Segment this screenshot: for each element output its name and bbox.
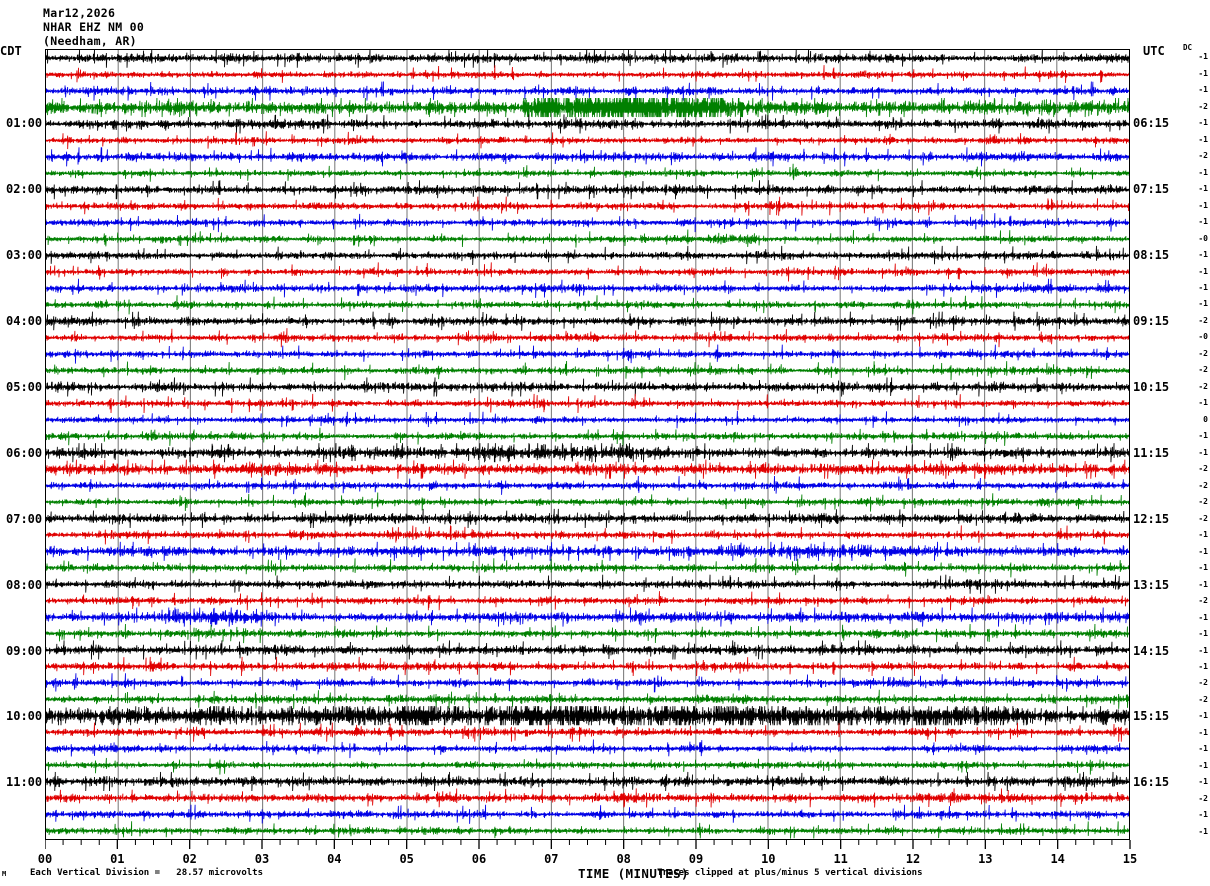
utc-tick-label: 16:15 [1133,775,1169,789]
cdt-tick-label: 01:00 [6,116,42,130]
header-date: Mar12,2026 [43,6,115,20]
cdt-tick-label: 11:00 [6,775,42,789]
dc-offset-label: -1 [1186,250,1208,259]
utc-tick-label: 06:15 [1133,116,1169,130]
utc-tick-label: 12:15 [1133,512,1169,526]
dc-offset-label: -1 [1186,547,1208,556]
dc-offset-label: -0 [1186,234,1208,243]
dc-offset-label: -2 [1186,151,1208,160]
dc-offset-label: -1 [1186,52,1208,61]
x-axis-tick-label: 00 [38,852,52,866]
dc-offset-label: -1 [1186,118,1208,127]
cdt-tick-label: 05:00 [6,380,42,394]
dc-offset-label: -1 [1186,810,1208,819]
header-location: (Needham, AR) [43,34,137,48]
x-axis-tick-label: 08 [616,852,630,866]
cdt-tick-label: 03:00 [6,248,42,262]
cdt-tick-label: 08:00 [6,578,42,592]
dc-offset-label: -2 [1186,794,1208,803]
dc-offset-label: -1 [1186,662,1208,671]
x-axis-tick-label: 15 [1123,852,1137,866]
x-axis-tick-label: 06 [472,852,486,866]
dc-offset-label: -1 [1186,530,1208,539]
dc-offset-label: -1 [1186,744,1208,753]
dc-offset-label: -2 [1186,464,1208,473]
dc-offset-label: -1 [1186,629,1208,638]
x-axis-tick-label: 02 [182,852,196,866]
utc-tick-label: 14:15 [1133,644,1169,658]
dc-offset-label: -1 [1186,431,1208,440]
utc-tick-label: 13:15 [1133,578,1169,592]
dc-offset-label: -2 [1186,316,1208,325]
clip-note: Traces clipped at plus/minus 5 vertical … [657,868,923,878]
dc-offset-label: -2 [1186,365,1208,374]
dc-offset-label: -1 [1186,761,1208,770]
dc-offset-label: -2 [1186,695,1208,704]
cdt-tick-label: 06:00 [6,446,42,460]
dc-offset-label: -1 [1186,283,1208,292]
dc-offset-label: -2 [1186,349,1208,358]
seismic-traces [46,50,1129,839]
scale-note: Each Vertical Division = 28.57 microvolt… [30,868,263,878]
dc-offset-label: -0 [1186,332,1208,341]
cdt-tick-label: 02:00 [6,182,42,196]
cdt-tick-label: 10:00 [6,709,42,723]
dc-offset-label: -2 [1186,514,1208,523]
dc-offset-label: -1 [1186,85,1208,94]
cdt-tick-label: 09:00 [6,644,42,658]
dc-offset-label: -1 [1186,563,1208,572]
dc-offset-label: -1 [1186,580,1208,589]
dc-offset-label: -1 [1186,827,1208,836]
dc-offset-label: -2 [1186,481,1208,490]
left-timezone-label: CDT [0,44,22,58]
dc-offset-label: -1 [1186,201,1208,210]
utc-tick-label: 15:15 [1133,709,1169,723]
x-axis-tick-label: 01 [110,852,124,866]
x-axis-tick-label: 07 [544,852,558,866]
cdt-tick-label: 07:00 [6,512,42,526]
dc-offset-label: -1 [1186,184,1208,193]
dc-offset-label: -1 [1186,168,1208,177]
dc-offset-label: -1 [1186,135,1208,144]
utc-tick-label: 08:15 [1133,248,1169,262]
dc-offset-label: -2 [1186,102,1208,111]
dc-offset-label: -1 [1186,217,1208,226]
dc-offset-label: -1 [1186,448,1208,457]
x-axis-tick-label: 03 [255,852,269,866]
dc-offset-label: -1 [1186,646,1208,655]
x-axis-tick-label: 10 [761,852,775,866]
x-axis-ticks [45,840,1134,852]
x-axis-tick-label: 09 [689,852,703,866]
dc-offset-label: -1 [1186,267,1208,276]
dc-offset-label: -1 [1186,398,1208,407]
dc-offset-label: -1 [1186,728,1208,737]
dc-offset-label: -1 [1186,69,1208,78]
x-axis-tick-label: 12 [906,852,920,866]
dc-offset-label: 0 [1186,415,1208,424]
dc-offset-label: -1 [1186,711,1208,720]
utc-tick-label: 11:15 [1133,446,1169,460]
x-axis-tick-label: 14 [1050,852,1064,866]
cdt-tick-label: 04:00 [6,314,42,328]
dc-offset-label: -2 [1186,596,1208,605]
utc-tick-label: 10:15 [1133,380,1169,394]
utc-tick-label: 07:15 [1133,182,1169,196]
dc-offset-label: -2 [1186,497,1208,506]
dc-offset-label: -1 [1186,777,1208,786]
dc-offset-label: -1 [1186,299,1208,308]
utc-tick-label: 09:15 [1133,314,1169,328]
header-station: NHAR EHZ NM 00 [43,20,144,34]
dc-offset-label: -1 [1186,613,1208,622]
dc-column-header: DC [1183,43,1192,52]
right-timezone-label: UTC [1143,44,1165,58]
dc-offset-label: -2 [1186,678,1208,687]
corner-mark: M [2,870,6,878]
x-axis-tick-label: 11 [833,852,847,866]
dc-offset-label: -2 [1186,382,1208,391]
seismogram-plot [45,49,1130,840]
x-axis-tick-label: 05 [399,852,413,866]
x-axis-tick-label: 04 [327,852,341,866]
x-axis-tick-label: 13 [978,852,992,866]
